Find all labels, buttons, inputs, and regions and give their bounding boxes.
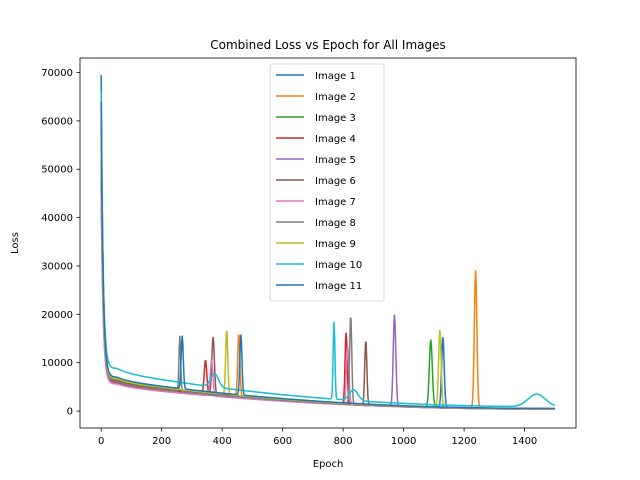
legend-label: Image 9 — [315, 239, 356, 250]
legend-box — [269, 63, 385, 302]
y-tick-label: 40000 — [41, 213, 73, 224]
x-tick-label: 200 — [152, 436, 171, 447]
y-tick-label: 50000 — [41, 165, 73, 176]
y-tick-label: 70000 — [41, 68, 73, 79]
x-tick-label: 600 — [273, 436, 292, 447]
x-axis-title: Epoch — [313, 459, 344, 470]
x-tick-label: 800 — [334, 436, 353, 447]
series-line-image-10 — [100, 91, 556, 408]
chart-title: Combined Loss vs Epoch for All Images — [210, 38, 445, 52]
legend: Image 1 Image 2 Image 3 Image 4 Image 5 Image… — [269, 63, 385, 302]
y-tick-label: 10000 — [41, 358, 73, 369]
legend-label: Image 2 — [315, 92, 356, 103]
x-tick-label: 1400 — [512, 436, 537, 447]
legend-label: Image 11 — [315, 281, 362, 292]
x-axis: 0 200 400 600 800 1000 1200 1400 — [98, 428, 537, 447]
legend-label: Image 1 — [315, 71, 356, 82]
series-lines — [100, 74, 556, 410]
y-tick-label: 60000 — [41, 116, 73, 127]
y-tick-label: 30000 — [41, 261, 73, 272]
x-tick-label: 1000 — [391, 436, 416, 447]
legend-label: Image 8 — [315, 218, 356, 229]
y-axis-title: Loss — [10, 232, 21, 254]
y-tick-label: 20000 — [41, 310, 73, 321]
y-tick-label: 0 — [67, 407, 73, 418]
legend-label: Image 5 — [315, 155, 356, 166]
legend-label: Image 6 — [315, 176, 356, 187]
legend-label: Image 4 — [315, 134, 356, 145]
legend-label: Image 3 — [315, 113, 356, 124]
x-tick-label: 400 — [213, 436, 232, 447]
legend-label: Image 10 — [315, 260, 362, 271]
plot-frame — [79, 57, 577, 429]
series-line-image-11 — [100, 101, 555, 410]
x-tick-label: 0 — [98, 436, 104, 447]
y-axis: 0 10000 20000 30000 40000 50000 60000 70000 — [41, 68, 80, 418]
legend-label: Image 7 — [315, 197, 356, 208]
x-tick-label: 1200 — [451, 436, 476, 447]
